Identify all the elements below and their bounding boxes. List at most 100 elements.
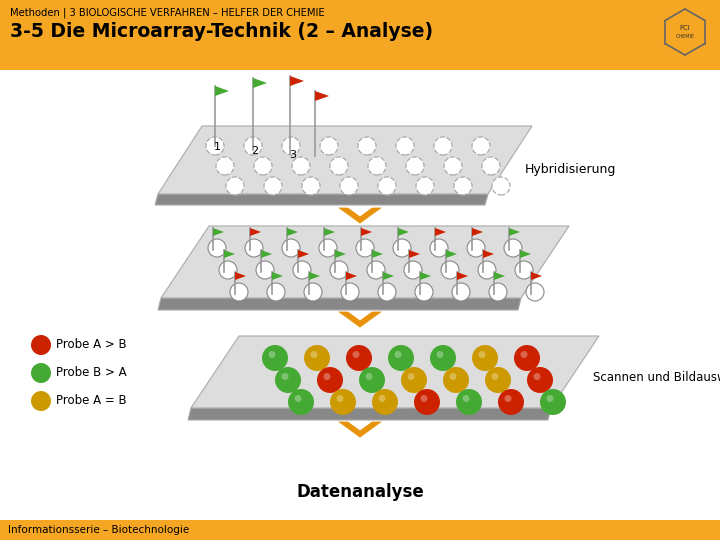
Circle shape bbox=[414, 389, 440, 415]
Circle shape bbox=[31, 391, 51, 411]
Polygon shape bbox=[298, 250, 309, 258]
Circle shape bbox=[521, 351, 528, 358]
Circle shape bbox=[330, 389, 356, 415]
Circle shape bbox=[367, 261, 385, 279]
Polygon shape bbox=[457, 272, 468, 280]
Polygon shape bbox=[158, 126, 532, 194]
Polygon shape bbox=[409, 250, 420, 258]
Polygon shape bbox=[335, 250, 346, 258]
Text: Scannen und Bildauswertung: Scannen und Bildauswertung bbox=[593, 370, 720, 383]
Circle shape bbox=[282, 373, 289, 380]
Polygon shape bbox=[235, 272, 246, 280]
Circle shape bbox=[492, 177, 510, 195]
Circle shape bbox=[378, 283, 396, 301]
Circle shape bbox=[504, 239, 522, 257]
Circle shape bbox=[226, 177, 244, 195]
Text: Datenanalyse: Datenanalyse bbox=[296, 483, 424, 501]
Polygon shape bbox=[261, 250, 272, 258]
Circle shape bbox=[546, 395, 554, 402]
Text: Hybridisierung: Hybridisierung bbox=[525, 164, 616, 177]
Circle shape bbox=[275, 367, 301, 393]
Text: Informationsserie – Biotechnologie: Informationsserie – Biotechnologie bbox=[8, 525, 189, 535]
Circle shape bbox=[408, 373, 415, 380]
Circle shape bbox=[358, 137, 376, 155]
Circle shape bbox=[372, 389, 398, 415]
Circle shape bbox=[395, 351, 402, 358]
Polygon shape bbox=[287, 228, 298, 236]
Bar bbox=[0, 520, 720, 540]
Circle shape bbox=[482, 157, 500, 175]
Circle shape bbox=[264, 177, 282, 195]
Circle shape bbox=[262, 345, 288, 371]
Text: Probe A > B: Probe A > B bbox=[56, 339, 127, 352]
Circle shape bbox=[443, 367, 469, 393]
Circle shape bbox=[406, 157, 424, 175]
Circle shape bbox=[454, 177, 472, 195]
Circle shape bbox=[505, 395, 511, 402]
Circle shape bbox=[434, 137, 452, 155]
Circle shape bbox=[206, 137, 224, 155]
Polygon shape bbox=[338, 207, 382, 224]
Circle shape bbox=[467, 239, 485, 257]
Circle shape bbox=[485, 367, 511, 393]
Circle shape bbox=[514, 345, 540, 371]
Text: 3-5 Die Microarray-Technik (2 – Analyse): 3-5 Die Microarray-Technik (2 – Analyse) bbox=[10, 22, 433, 41]
Polygon shape bbox=[520, 250, 531, 258]
Circle shape bbox=[420, 395, 428, 402]
Text: FCI: FCI bbox=[680, 25, 690, 31]
Polygon shape bbox=[250, 228, 261, 236]
Polygon shape bbox=[435, 228, 446, 236]
Polygon shape bbox=[191, 336, 599, 408]
Circle shape bbox=[462, 395, 469, 402]
Circle shape bbox=[472, 137, 490, 155]
Circle shape bbox=[31, 363, 51, 383]
Circle shape bbox=[404, 261, 422, 279]
Circle shape bbox=[341, 283, 359, 301]
Circle shape bbox=[336, 395, 343, 402]
Circle shape bbox=[436, 351, 444, 358]
Circle shape bbox=[359, 367, 385, 393]
Circle shape bbox=[216, 157, 234, 175]
Text: CHEMIE: CHEMIE bbox=[675, 33, 695, 38]
Circle shape bbox=[230, 283, 248, 301]
Circle shape bbox=[441, 261, 459, 279]
Text: Probe B > A: Probe B > A bbox=[56, 367, 127, 380]
Circle shape bbox=[346, 345, 372, 371]
Polygon shape bbox=[383, 272, 394, 280]
Circle shape bbox=[320, 137, 338, 155]
Polygon shape bbox=[483, 250, 494, 258]
Polygon shape bbox=[372, 250, 383, 258]
Polygon shape bbox=[155, 194, 488, 205]
Circle shape bbox=[31, 335, 51, 355]
Circle shape bbox=[479, 351, 485, 358]
Text: Methoden | 3 BIOLOGISCHE VERFAHREN – HELFER DER CHEMIE: Methoden | 3 BIOLOGISCHE VERFAHREN – HEL… bbox=[10, 7, 325, 17]
Text: Probe A = B: Probe A = B bbox=[56, 395, 127, 408]
Polygon shape bbox=[290, 76, 304, 86]
Circle shape bbox=[430, 239, 448, 257]
Polygon shape bbox=[188, 408, 551, 420]
Circle shape bbox=[498, 389, 524, 415]
Circle shape bbox=[282, 239, 300, 257]
Circle shape bbox=[379, 395, 385, 402]
Circle shape bbox=[267, 283, 285, 301]
Polygon shape bbox=[509, 228, 520, 236]
Text: 1: 1 bbox=[214, 142, 220, 152]
Circle shape bbox=[330, 261, 348, 279]
Polygon shape bbox=[398, 228, 409, 236]
Polygon shape bbox=[224, 250, 235, 258]
Polygon shape bbox=[338, 312, 382, 328]
Polygon shape bbox=[309, 272, 320, 280]
Circle shape bbox=[288, 389, 314, 415]
Circle shape bbox=[254, 157, 272, 175]
Circle shape bbox=[452, 283, 470, 301]
Circle shape bbox=[340, 177, 358, 195]
Circle shape bbox=[353, 351, 359, 358]
Circle shape bbox=[293, 261, 311, 279]
Circle shape bbox=[478, 261, 496, 279]
Circle shape bbox=[515, 261, 533, 279]
Circle shape bbox=[396, 137, 414, 155]
Circle shape bbox=[366, 373, 372, 380]
Polygon shape bbox=[420, 272, 431, 280]
Polygon shape bbox=[158, 298, 521, 310]
Polygon shape bbox=[213, 228, 224, 236]
